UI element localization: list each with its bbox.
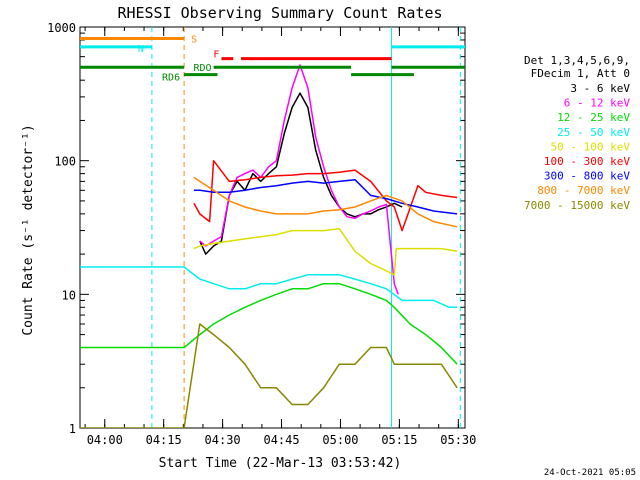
- chart-title: RHESSI Observing Summary Count Rates: [117, 4, 442, 22]
- x-tick-label: 05:30: [440, 433, 476, 447]
- legend-entry-25-50-kev: 25 - 50 keV: [557, 126, 630, 139]
- x-tick-label: 04:45: [263, 433, 299, 447]
- legend-entry-7000-15000-kev: 7000 - 15000 keV: [524, 199, 630, 212]
- series-line-12-25-kev: [80, 282, 458, 365]
- x-tick-label: 05:00: [322, 433, 358, 447]
- series-line-800-7000-kev: [193, 176, 458, 228]
- legend-header: Det 1,3,4,5,6,9,: [524, 54, 630, 67]
- footer-timestamp: 24-Oct-2021 05:05: [544, 468, 636, 478]
- y-tick-label: 10: [62, 288, 76, 302]
- y-tick-label: 100: [54, 155, 76, 169]
- series-line-7000-15000-kev: [80, 323, 458, 428]
- flag-label-s: S: [191, 35, 197, 46]
- x-tick-label: 04:00: [87, 433, 123, 447]
- legend-entry-6-12-kev: 6 - 12 keV: [564, 97, 631, 110]
- flag-label-rdo: RDO: [194, 63, 212, 74]
- series-line-6-12-kev: [199, 64, 399, 295]
- legend-entry-100-300-kev: 100 - 300 keV: [544, 155, 630, 168]
- flag-label-rd6: RD6: [162, 73, 180, 84]
- series-line-50-100-kev: [193, 227, 458, 276]
- y-tick-label: 1000: [47, 21, 76, 35]
- series-line-25-50-kev: [80, 266, 458, 309]
- legend-entry-3-6-kev: 3 - 6 keV: [570, 82, 630, 95]
- flag-label-f: F: [213, 50, 219, 61]
- data-layer: [80, 27, 465, 428]
- x-tick-label: 05:15: [381, 433, 417, 447]
- legend-header: FDecim 1, Att 0: [531, 67, 630, 80]
- x-tick-label: 04:15: [146, 433, 182, 447]
- plot-frame: [79, 26, 466, 429]
- x-tick-label: 04:30: [205, 433, 241, 447]
- x-axis-label: Start Time (22-Mar-13 03:53:42): [159, 456, 402, 471]
- plot-area: 1 10 100 1000 04:00 04:15 04:30 04:45 05:00 05:15…: [47, 21, 476, 447]
- legend: Det 1,3,4,5,6,9,FDecim 1, Att 0 3 - 6 keV…: [524, 54, 630, 212]
- legend-entry-800-7000-kev: 800 - 7000 keV: [537, 184, 630, 197]
- legend-entry-300-800-kev: 300 - 800 keV: [544, 170, 630, 183]
- flag-label-n: N: [138, 44, 144, 55]
- y-tick-label: 1: [69, 422, 76, 436]
- legend-entry-12-25-kev: 12 - 25 keV: [557, 111, 630, 124]
- series-line-100-300-kev: [193, 159, 458, 232]
- y-axis-label: Count Rate (s⁻¹ detector⁻¹): [21, 124, 36, 335]
- legend-entry-50-100-kev: 50 - 100 keV: [551, 140, 631, 153]
